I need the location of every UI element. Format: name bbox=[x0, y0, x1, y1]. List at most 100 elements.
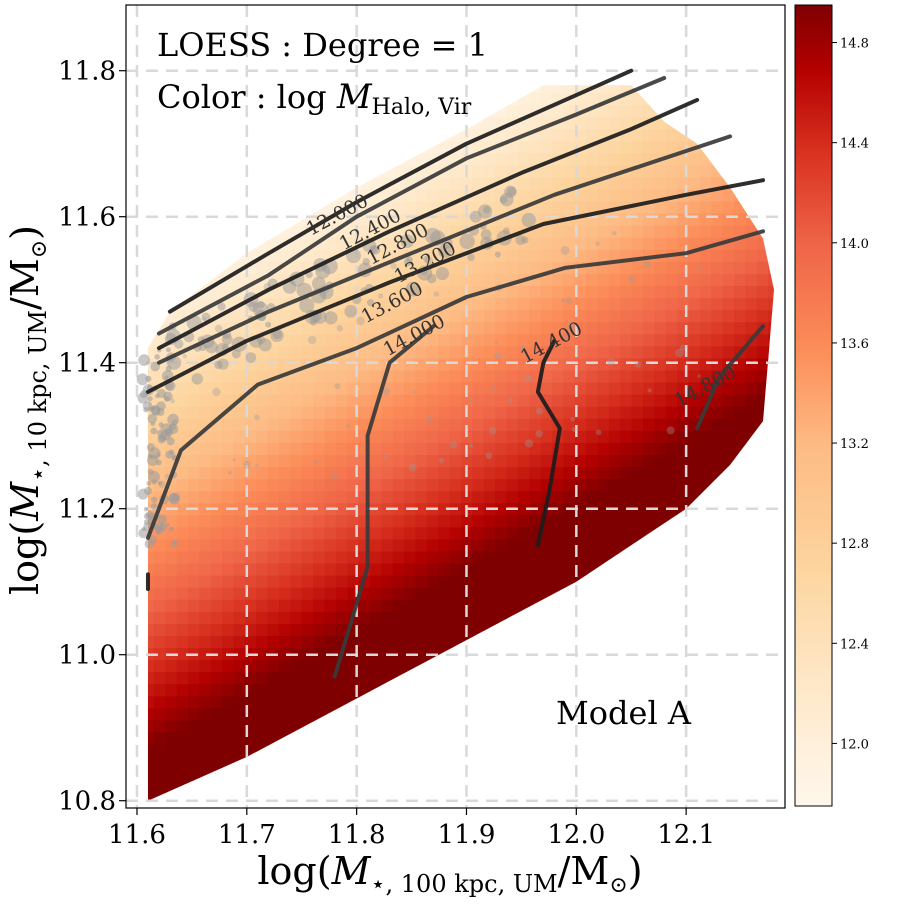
heatmap-cell bbox=[233, 430, 246, 443]
heatmap-cell bbox=[608, 514, 621, 528]
heatmap-cell bbox=[631, 104, 644, 118]
heatmap-cell bbox=[654, 188, 667, 202]
heatmap-cell bbox=[574, 406, 587, 419]
scatter-point bbox=[504, 185, 517, 198]
heatmap-cell bbox=[711, 285, 724, 299]
heatmap-cell bbox=[631, 454, 644, 468]
heatmap-cell bbox=[256, 550, 269, 564]
heatmap-cell bbox=[347, 442, 360, 455]
heatmap-cell bbox=[415, 623, 428, 636]
heatmap-cell bbox=[688, 333, 701, 347]
heatmap-cell bbox=[756, 333, 769, 347]
heatmap-cell bbox=[711, 297, 724, 311]
heatmap-cell bbox=[347, 394, 360, 407]
heatmap-cell bbox=[438, 285, 451, 299]
heatmap-cell bbox=[631, 188, 644, 202]
scatter-point bbox=[191, 373, 204, 385]
heatmap-cell bbox=[495, 514, 508, 528]
heatmap-cell bbox=[745, 418, 758, 431]
heatmap-cell bbox=[597, 478, 610, 492]
heatmap-cell bbox=[654, 430, 667, 443]
heatmap-cell bbox=[165, 526, 178, 540]
heatmap-cell bbox=[665, 285, 678, 299]
scatter-point bbox=[167, 413, 179, 426]
heatmap-cell bbox=[369, 442, 382, 455]
heatmap-cell bbox=[278, 225, 291, 238]
heatmap-cell bbox=[404, 225, 417, 238]
colorbar-ticks: 12.012.412.813.213.614.014.414.8 bbox=[832, 37, 869, 752]
heatmap-cell bbox=[147, 683, 155, 697]
heatmap-cell bbox=[392, 261, 405, 274]
heatmap-cell bbox=[551, 514, 564, 528]
heatmap-cell bbox=[335, 538, 348, 552]
heatmap-cell bbox=[540, 526, 553, 540]
heatmap-cell bbox=[415, 225, 428, 238]
heatmap-cell bbox=[176, 430, 189, 443]
heatmap-cell bbox=[540, 261, 553, 274]
heatmap-cell bbox=[176, 647, 189, 661]
heatmap-cell bbox=[313, 550, 326, 564]
heatmap-cell bbox=[495, 538, 508, 552]
heatmap-cell bbox=[449, 623, 462, 636]
scatter-point bbox=[168, 493, 180, 505]
heatmap-cell bbox=[335, 683, 348, 697]
heatmap-cell bbox=[210, 273, 223, 287]
heatmap-cell bbox=[449, 381, 462, 395]
contours bbox=[145, 68, 766, 679]
heatmap-cell bbox=[267, 707, 280, 721]
heatmap-cell bbox=[517, 430, 530, 443]
heatmap-cell bbox=[483, 394, 496, 407]
heatmap-cell bbox=[335, 562, 348, 576]
heatmap-cell bbox=[187, 442, 200, 455]
heatmap-cell bbox=[438, 623, 451, 636]
scatter-point bbox=[459, 233, 475, 250]
heatmap-cell bbox=[358, 249, 371, 262]
heatmap-cell bbox=[381, 381, 394, 395]
heatmap-cell bbox=[222, 611, 235, 624]
heatmap-cell bbox=[381, 321, 394, 335]
heatmap-cell bbox=[574, 225, 587, 238]
heatmap-cell bbox=[426, 345, 439, 359]
scatter-point bbox=[154, 354, 160, 360]
heatmap-cell bbox=[574, 538, 587, 552]
heatmap-cell bbox=[643, 418, 655, 431]
heatmap-cell bbox=[347, 671, 360, 685]
heatmap-cell bbox=[187, 514, 200, 528]
heatmap-cell bbox=[665, 237, 678, 250]
heatmap-cell bbox=[506, 381, 519, 395]
heatmap-cell bbox=[381, 237, 394, 250]
heatmap-cell bbox=[654, 128, 667, 142]
heatmap-cell bbox=[563, 164, 576, 178]
heatmap-cell bbox=[199, 623, 212, 636]
heatmap-cell bbox=[563, 116, 576, 130]
heatmap-cell bbox=[643, 225, 655, 238]
heatmap-cell bbox=[540, 418, 553, 431]
heatmap-cell bbox=[586, 188, 599, 202]
heatmap-cell bbox=[586, 237, 599, 250]
heatmap-cell bbox=[426, 575, 439, 588]
heatmap-cell bbox=[654, 345, 667, 359]
heatmap-cell bbox=[506, 212, 519, 226]
heatmap-cell bbox=[597, 514, 610, 528]
heatmap-cell bbox=[460, 611, 473, 624]
heatmap-cell bbox=[415, 297, 428, 311]
heatmap-cell bbox=[324, 406, 337, 419]
heatmap-cell bbox=[495, 502, 508, 516]
heatmap-cell bbox=[335, 285, 348, 299]
heatmap-cell bbox=[574, 249, 587, 262]
heatmap-cell bbox=[529, 309, 542, 323]
heatmap-cell bbox=[404, 478, 417, 492]
y-axis-label: log(M⋆, 10 kpc, UM/M⊙) bbox=[3, 225, 52, 595]
heatmap-cell bbox=[551, 297, 564, 311]
heatmap-cell bbox=[244, 550, 257, 564]
heatmap-cell bbox=[699, 188, 712, 202]
heatmap-cell bbox=[369, 225, 382, 238]
heatmap-cell bbox=[472, 394, 485, 407]
heatmap-cell bbox=[210, 490, 223, 504]
heatmap-cell bbox=[415, 418, 428, 431]
heatmap-cell bbox=[404, 430, 417, 443]
heatmap-cell bbox=[222, 575, 235, 588]
heatmap-cell bbox=[768, 273, 775, 287]
scatter-point bbox=[612, 230, 617, 236]
heatmap-cell bbox=[540, 297, 553, 311]
